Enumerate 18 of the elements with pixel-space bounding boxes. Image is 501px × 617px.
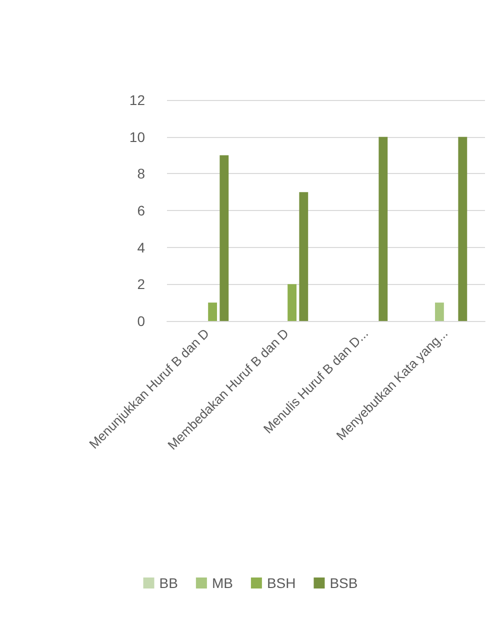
bar	[458, 136, 468, 321]
bar	[434, 302, 444, 321]
bar	[220, 155, 229, 321]
bar	[208, 302, 218, 321]
legend-label: BSH	[266, 575, 296, 591]
legend-label: MB	[212, 575, 233, 591]
y-tick-label: 2	[137, 276, 146, 292]
bar	[378, 136, 388, 321]
y-tick-label: 10	[129, 128, 146, 145]
legend-label: BSB	[330, 575, 358, 591]
y-tick-label: 4	[137, 239, 146, 256]
legend-label: BB	[159, 575, 178, 591]
bar	[288, 284, 297, 321]
y-tick-label: 12	[129, 92, 146, 108]
bar	[299, 192, 308, 321]
y-tick-label: 6	[137, 202, 146, 218]
y-tick-label: 0	[137, 313, 146, 329]
y-tick-label: 8	[137, 166, 146, 182]
